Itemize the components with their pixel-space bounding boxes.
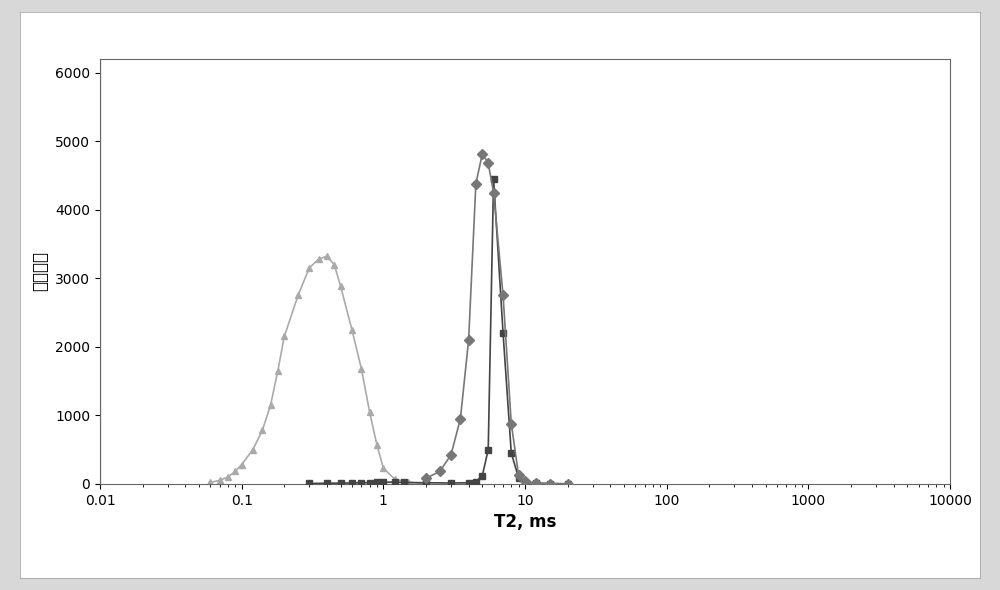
钻井液+0.25%铵盐	[371, 479, 383, 486]
钻井液+0.25%铵盐+弛豫试剂	[222, 473, 234, 480]
钻井液+0.25%铵盐	[519, 479, 531, 486]
钻井液+0.25%铵盐	[488, 175, 500, 182]
钻井液+0.25%铵盐+弛豫试剂	[236, 461, 248, 468]
钻井液	[482, 160, 494, 167]
钻井液	[519, 477, 531, 484]
钻井液	[497, 292, 509, 299]
钻井液	[434, 468, 446, 475]
钻井液+0.25%铵盐	[398, 479, 410, 486]
Line: 钻井液+0.25%铵盐+弛豫试剂: 钻井液+0.25%铵盐+弛豫试剂	[207, 253, 429, 487]
钻井液+0.25%铵盐	[346, 480, 358, 487]
钻井液	[505, 420, 517, 427]
钻井液	[476, 150, 488, 157]
钻井液+0.25%铵盐	[463, 479, 475, 486]
钻井液+0.25%铵盐+弛豫试剂	[247, 446, 259, 453]
钻井液+0.25%铵盐+弛豫试剂	[278, 333, 290, 340]
钻井液+0.25%铵盐	[321, 480, 333, 487]
钻井液+0.25%铵盐	[335, 480, 347, 487]
Line: 钻井液: 钻井液	[423, 150, 571, 487]
钻井液+0.25%铵盐	[420, 479, 432, 486]
钻井液+0.25%铵盐+弛豫试剂	[256, 427, 268, 434]
钻井液+0.25%铵盐+弛豫试剂	[313, 255, 325, 263]
钻井液+0.25%铵盐+弛豫试剂	[272, 367, 284, 374]
钻井液+0.25%铵盐+弛豫试剂	[229, 468, 241, 475]
钻井液	[463, 336, 475, 343]
X-axis label: T2, ms: T2, ms	[494, 513, 556, 531]
钻井液+0.25%铵盐+弛豫试剂	[303, 264, 315, 271]
钻井液+0.25%铵盐	[530, 480, 542, 487]
钻井液+0.25%铵盐	[513, 474, 525, 481]
钻井液+0.25%铵盐+弛豫试剂	[377, 464, 389, 471]
钻井液+0.25%铵盐+弛豫试剂	[389, 476, 401, 483]
钻井液+0.25%铵盐	[303, 480, 315, 487]
钻井液+0.25%铵盐+弛豫试剂	[328, 261, 340, 268]
Line: 钻井液+0.25%铵盐: 钻井液+0.25%铵盐	[306, 175, 571, 487]
钻井液+0.25%铵盐+弛豫试剂	[364, 408, 376, 415]
钻井液	[488, 189, 500, 196]
钻井液	[530, 480, 542, 487]
钻井液+0.25%铵盐+弛豫试剂	[371, 441, 383, 448]
钻井液+0.25%铵盐+弛豫试剂	[420, 480, 432, 487]
钻井液	[544, 480, 556, 487]
钻井液+0.25%铵盐+弛豫试剂	[204, 479, 216, 486]
钻井液+0.25%铵盐+弛豫试剂	[265, 401, 277, 408]
钻井液+0.25%铵盐+弛豫试剂	[335, 283, 347, 290]
钻井液	[470, 180, 482, 187]
钻井液+0.25%铵盐	[482, 446, 494, 453]
钻井液	[562, 480, 574, 487]
钻井液+0.25%铵盐	[364, 479, 376, 486]
钻井液+0.25%铵盐	[476, 472, 488, 479]
钻井液+0.25%铵盐+弛豫试剂	[346, 326, 358, 333]
钻井液+0.25%铵盐+弛豫试剂	[321, 253, 333, 260]
钻井液+0.25%铵盐+弛豫试剂	[292, 292, 304, 299]
钻井液+0.25%铵盐	[544, 480, 556, 487]
钻井液	[445, 451, 457, 458]
钻井液+0.25%铵盐+弛豫试剂	[355, 365, 367, 372]
钻井液+0.25%铵盐	[505, 450, 517, 457]
Y-axis label: 信号幅度: 信号幅度	[32, 251, 50, 291]
钻井液+0.25%铵盐	[562, 480, 574, 487]
钻井液+0.25%铵盐	[470, 478, 482, 486]
钻井液	[420, 475, 432, 482]
钻井液	[454, 415, 466, 422]
钻井液+0.25%铵盐	[377, 478, 389, 486]
钻井液+0.25%铵盐	[355, 479, 367, 486]
钻井液	[513, 471, 525, 478]
钻井液+0.25%铵盐+弛豫试剂	[214, 477, 226, 484]
钻井液+0.25%铵盐+弛豫试剂	[402, 479, 414, 486]
钻井液+0.25%铵盐	[497, 330, 509, 337]
钻井液+0.25%铵盐	[445, 480, 457, 487]
钻井液+0.25%铵盐	[389, 478, 401, 486]
